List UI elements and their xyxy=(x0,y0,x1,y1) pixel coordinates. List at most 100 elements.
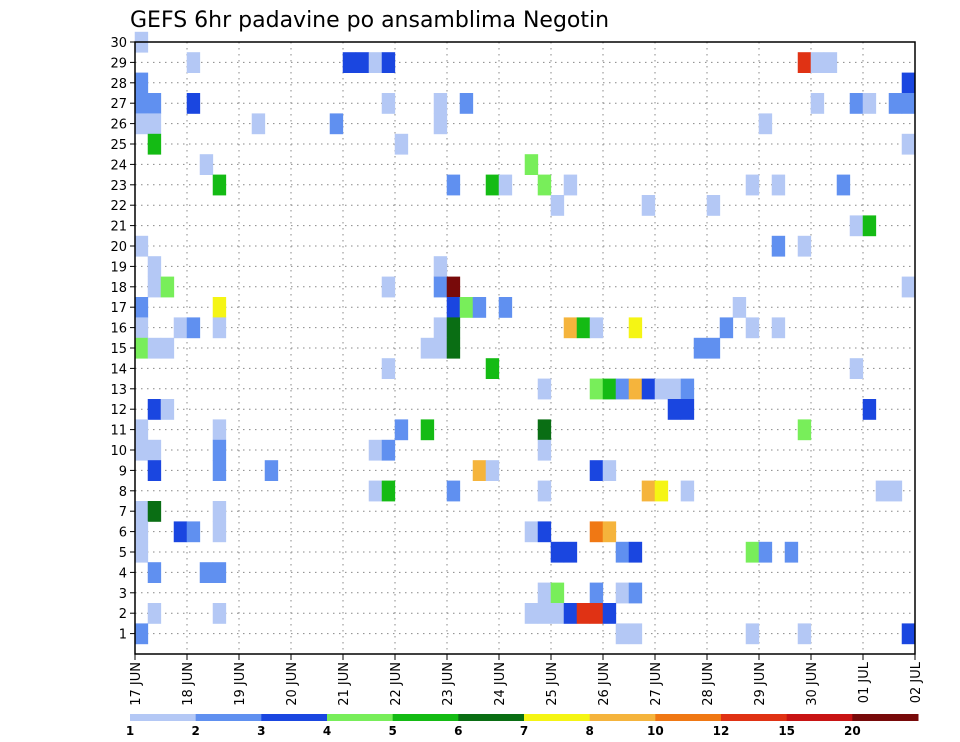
legend-label: 7 xyxy=(520,724,528,738)
heatmap-cell xyxy=(186,317,201,339)
heatmap-cell xyxy=(888,480,903,502)
heatmap-cell xyxy=(563,174,578,196)
legend-swatch xyxy=(721,714,788,721)
legend-label: 20 xyxy=(844,724,861,738)
heatmap-cell xyxy=(251,113,266,135)
heatmap-cell xyxy=(147,501,162,522)
heatmap-cell xyxy=(537,174,552,196)
heatmap-cell xyxy=(537,480,552,502)
heatmap-cell xyxy=(602,378,617,400)
heatmap-cell xyxy=(134,501,149,522)
heatmap-cell xyxy=(602,603,617,624)
legend-swatch xyxy=(524,714,591,721)
x-tick-label: 18 JUN xyxy=(181,662,196,706)
heatmap-cell xyxy=(147,113,162,135)
heatmap-cell xyxy=(901,623,916,645)
heatmap-cell xyxy=(654,480,669,502)
y-tick-label: 25 xyxy=(110,138,127,153)
heatmap-cell xyxy=(134,297,149,318)
heatmap-cell xyxy=(706,337,721,359)
legend-swatch xyxy=(786,714,853,721)
y-tick-label: 30 xyxy=(110,36,127,51)
legend-label: 5 xyxy=(388,724,396,738)
heatmap-cell xyxy=(745,317,760,339)
heatmap-cell xyxy=(745,174,760,196)
legend-label: 2 xyxy=(191,724,199,738)
legend-label: 3 xyxy=(257,724,265,738)
y-tick-label: 24 xyxy=(110,158,127,173)
heatmap-cell xyxy=(147,337,162,359)
y-tick-label: 26 xyxy=(110,118,127,133)
y-tick-label: 14 xyxy=(110,362,127,377)
heatmap-cell xyxy=(537,521,552,543)
heatmap-cell xyxy=(446,174,461,196)
heatmap-cell xyxy=(472,297,487,318)
x-tick-label: 21 JUN xyxy=(337,662,352,706)
heatmap-cell xyxy=(160,399,175,420)
heatmap-cell xyxy=(134,623,149,645)
heatmap-cell xyxy=(212,317,227,339)
legend-label: 8 xyxy=(585,724,593,738)
color-legend: 1 2 3 4 5 6 7 8 10 12 15 20 xyxy=(126,714,919,738)
heatmap-cell xyxy=(849,215,864,237)
heatmap-cell xyxy=(498,174,513,196)
heatmap-cell xyxy=(615,623,630,645)
heatmap-cell xyxy=(147,439,162,461)
heatmap-cell xyxy=(537,439,552,461)
heatmap-cell xyxy=(602,521,617,543)
y-tick-label: 11 xyxy=(110,424,127,439)
heatmap-cell xyxy=(381,276,396,298)
heatmap-cell xyxy=(797,52,812,73)
heatmap-cell xyxy=(134,113,149,135)
y-tick-label: 13 xyxy=(110,383,127,398)
legend-swatch xyxy=(852,714,919,721)
heatmap-cell xyxy=(706,195,721,216)
heatmap-cell xyxy=(134,521,149,543)
heatmap-cell xyxy=(147,276,162,298)
heatmap-cell xyxy=(446,317,461,339)
heatmap-cell xyxy=(498,297,513,318)
heatmap-cell xyxy=(771,174,786,196)
heatmap-cell xyxy=(134,317,149,339)
x-tick-label: 29 JUN xyxy=(753,662,768,706)
heatmap-cell xyxy=(147,562,162,583)
x-tick-label: 22 JUN xyxy=(389,662,404,706)
heatmap-cell xyxy=(173,317,188,339)
heatmap-cell xyxy=(888,93,903,114)
heatmap-cell xyxy=(862,215,877,237)
heatmap-cell xyxy=(368,480,383,502)
heatmap-cell xyxy=(810,93,825,114)
y-tick-label: 20 xyxy=(110,240,127,255)
heatmap-cell xyxy=(147,133,162,155)
heatmap-cell xyxy=(134,93,149,114)
heatmap-cell xyxy=(758,113,773,135)
heatmap-cell xyxy=(849,93,864,114)
heatmap-cell xyxy=(628,378,643,400)
x-tick-label: 20 JUN xyxy=(285,662,300,706)
heatmap-cell xyxy=(446,480,461,502)
heatmap-cell xyxy=(641,480,656,502)
heatmap-cell xyxy=(667,399,682,420)
heatmap-cell xyxy=(693,337,708,359)
heatmap-cell xyxy=(745,541,760,563)
heatmap-cell xyxy=(433,256,448,277)
heatmap-cell xyxy=(160,337,175,359)
y-tick-label: 21 xyxy=(110,220,127,235)
heatmap-cell xyxy=(680,378,695,400)
heatmap-cell xyxy=(758,541,773,563)
legend-swatch xyxy=(392,714,459,721)
x-tick-label: 19 JUN xyxy=(233,662,248,706)
x-tick-label: 30 JUN xyxy=(805,662,820,706)
heatmap-cell xyxy=(589,521,604,543)
legend-label: 1 xyxy=(126,724,134,738)
legend-swatch xyxy=(261,714,328,721)
heatmap-cell xyxy=(173,521,188,543)
heatmap-cell xyxy=(901,276,916,298)
heatmap-cell xyxy=(615,378,630,400)
y-tick-label: 2 xyxy=(119,607,127,622)
heatmap-cell xyxy=(381,93,396,114)
heatmap-cell xyxy=(212,419,227,441)
y-tick-label: 8 xyxy=(119,485,127,500)
heatmap-cell xyxy=(862,399,877,420)
